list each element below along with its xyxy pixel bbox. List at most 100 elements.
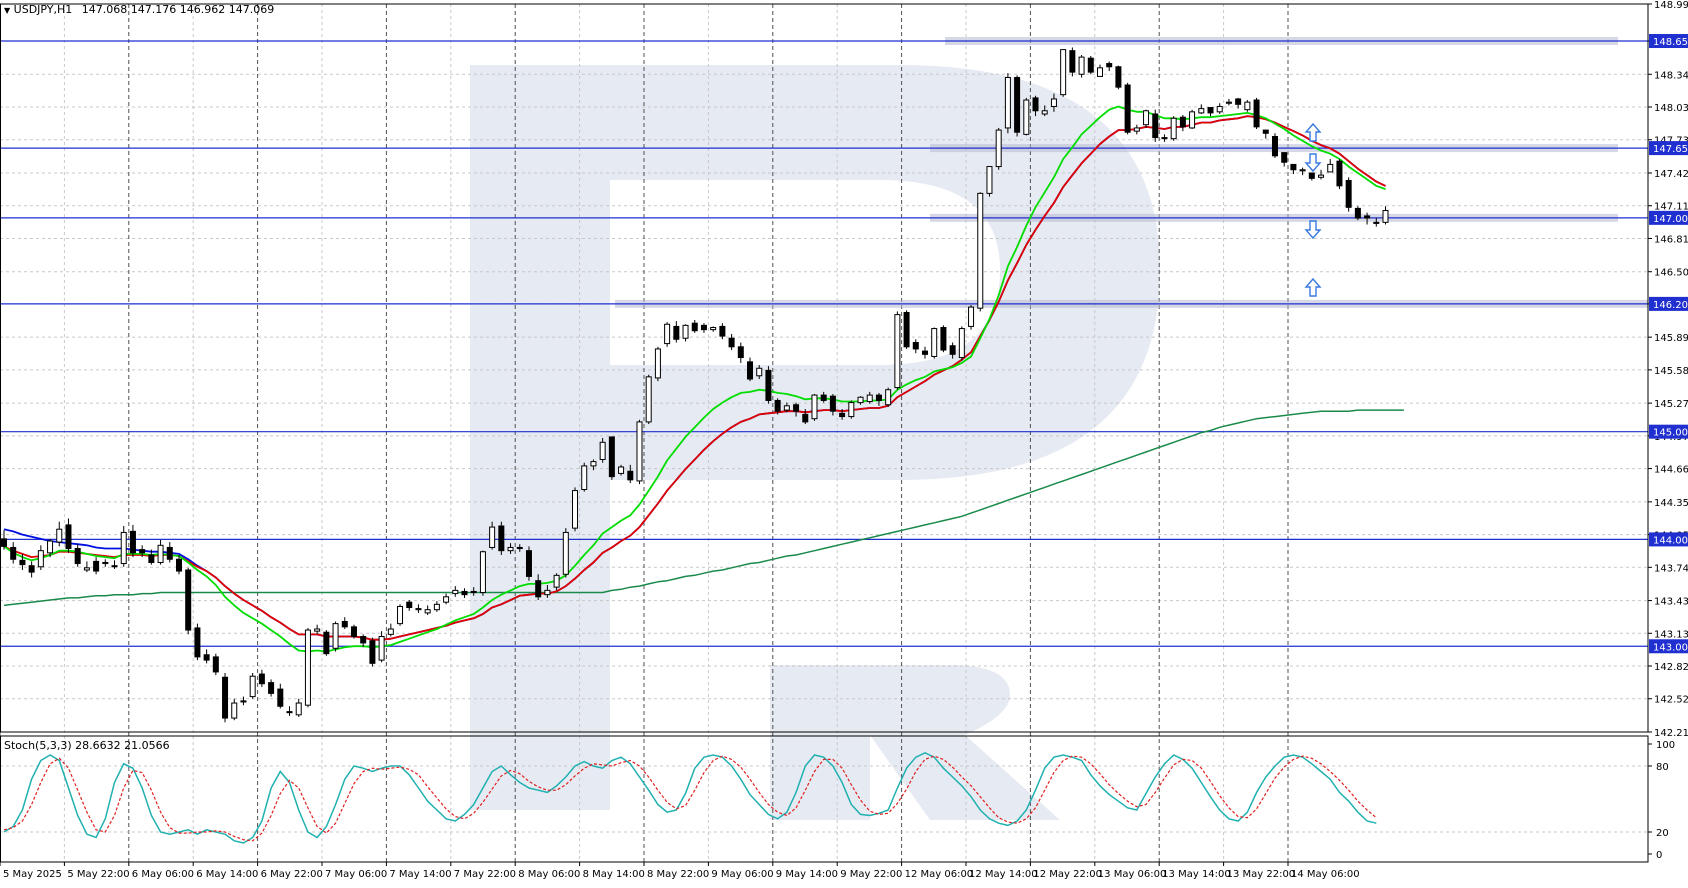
time-axis: 5 May 2025 5 May 22:00 6 May 06:00 6 May 14… — [0, 862, 1360, 880]
candle-body — [28, 565, 35, 573]
candle-body — [1244, 101, 1251, 111]
candle-body — [931, 328, 938, 357]
time-tick-label: 9 May 06:00 — [711, 869, 773, 880]
price-tick-label: 147.420 — [1654, 169, 1688, 180]
candle-body — [249, 675, 256, 698]
level-price-label: 147.002 — [1653, 214, 1688, 225]
candle-body — [940, 326, 947, 351]
candle-body — [222, 676, 229, 719]
stoch-tick-label: 20 — [1656, 828, 1669, 839]
candle-body — [839, 412, 846, 418]
candle-body — [1207, 107, 1214, 114]
price-tick-label: 142.520 — [1654, 695, 1688, 706]
candle-body — [139, 549, 146, 554]
candle-body — [56, 528, 63, 543]
grid — [0, 3, 1648, 862]
candle-body — [470, 590, 477, 594]
level-price-tag — [1649, 210, 1688, 225]
candle-body — [212, 656, 219, 673]
candle-body — [977, 192, 984, 309]
candle-body — [1161, 137, 1168, 140]
candle-body — [1281, 152, 1288, 163]
candle-body — [922, 350, 928, 355]
candle-body — [875, 394, 882, 401]
candle-body — [636, 421, 643, 482]
stoch-tick-label: 80 — [1656, 762, 1669, 773]
stoch-tick-label: 0 — [1656, 850, 1662, 861]
time-tick-label: 8 May 06:00 — [518, 869, 580, 880]
candle-body — [1069, 50, 1076, 73]
candle-body — [424, 609, 431, 614]
candle-body — [664, 323, 671, 345]
candle-body — [912, 342, 919, 350]
candle-body — [1115, 66, 1122, 88]
candle-body — [894, 314, 901, 389]
time-tick-label: 12 May 22:00 — [1033, 869, 1102, 880]
candle-body — [286, 711, 293, 714]
candle-body — [1014, 76, 1021, 133]
candle-body — [719, 325, 726, 337]
candle-body — [1262, 129, 1269, 134]
candle-body — [323, 631, 330, 655]
time-tick-label: 9 May 14:00 — [776, 869, 838, 880]
candle-body — [820, 394, 827, 401]
candle-body — [1225, 101, 1232, 104]
candle-body — [673, 325, 680, 340]
price-tick-label: 144.355 — [1654, 498, 1688, 509]
candle-body — [866, 394, 873, 403]
price-tick-label: 143.745 — [1654, 563, 1688, 574]
candle-body — [1133, 127, 1140, 132]
candle-body — [1354, 207, 1361, 219]
candle-body — [700, 324, 707, 331]
candle-body — [857, 396, 864, 404]
time-tick-label: 12 May 06:00 — [905, 869, 974, 880]
candle-body — [203, 654, 210, 661]
candle-body — [811, 394, 818, 420]
candle-body — [304, 629, 311, 706]
candle-body — [120, 531, 127, 565]
candle-body — [507, 546, 514, 552]
candle-body — [756, 367, 763, 377]
candle-body — [747, 361, 754, 380]
price-tick-label: 145.890 — [1654, 333, 1688, 344]
candle-body — [175, 558, 182, 572]
candle-body — [1170, 117, 1177, 140]
candle-body — [1198, 108, 1205, 114]
price-tick-label: 145.585 — [1654, 366, 1688, 377]
candle-body — [1060, 49, 1067, 96]
candle-body — [1, 538, 7, 547]
level-price-tag — [1649, 296, 1688, 311]
candle-body — [1318, 174, 1325, 178]
candle-body — [1327, 163, 1334, 173]
candle-body — [1087, 57, 1094, 73]
candle-body — [1364, 215, 1371, 219]
candle-body — [461, 590, 468, 596]
level-price-tag — [1649, 639, 1688, 654]
candle-body — [885, 389, 892, 406]
candle-body — [479, 551, 486, 594]
candle-body — [1271, 136, 1278, 157]
price-axis: 148.995148.650148.340148.035147.730147.4… — [1648, 0, 1688, 861]
price-tick-label: 147.115 — [1654, 202, 1688, 213]
candle-body — [995, 129, 1002, 168]
candle-body — [194, 627, 201, 658]
symbol-label: USDJPY,H1 — [13, 3, 73, 16]
candle-body — [1179, 116, 1186, 128]
price-tick-label: 144.665 — [1654, 465, 1688, 476]
candle-body — [986, 166, 993, 194]
candle-body — [37, 550, 44, 568]
candle-body — [590, 461, 597, 467]
time-tick-label: 13 May 14:00 — [1162, 869, 1231, 880]
price-tick-label: 148.340 — [1654, 70, 1688, 81]
candle-body — [1124, 84, 1131, 133]
candle-body — [111, 565, 118, 568]
candle-body — [783, 405, 790, 411]
level-price-label: 148.650 — [1653, 37, 1688, 48]
candle-body — [765, 369, 772, 401]
candle-body — [1299, 169, 1306, 172]
candle-body — [1253, 99, 1260, 128]
candle-body — [682, 324, 689, 339]
time-tick-label: 7 May 06:00 — [325, 869, 387, 880]
dropdown-triangle-icon[interactable]: ▼ — [4, 6, 11, 15]
candle-body — [397, 605, 404, 625]
